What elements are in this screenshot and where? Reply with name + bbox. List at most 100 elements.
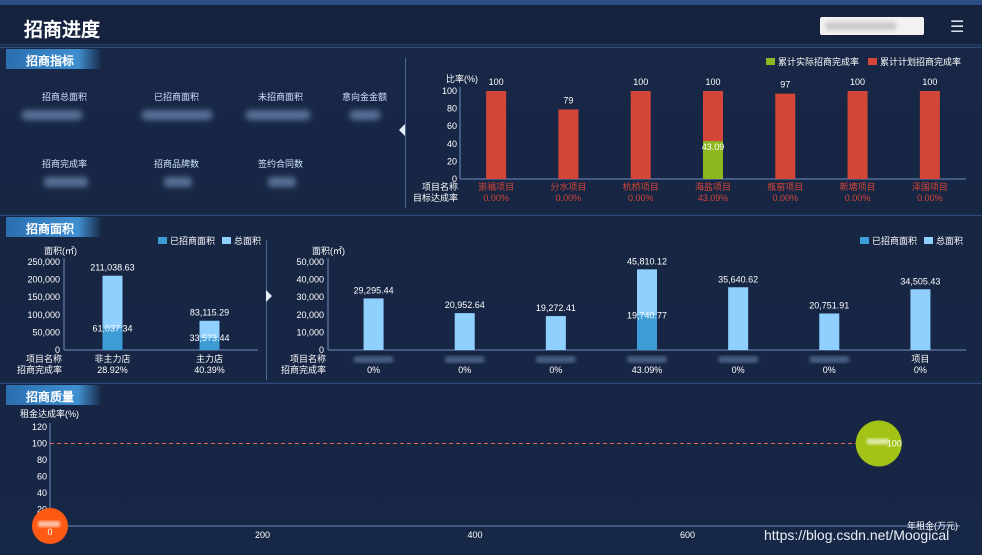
y-tick-label: 100 bbox=[442, 86, 457, 96]
indicator-value-blurred bbox=[350, 110, 380, 120]
rate-label: 43.09% bbox=[698, 193, 729, 203]
hamburger-icon[interactable]: ☰ bbox=[950, 19, 965, 36]
bar-total-label: 29,295.44 bbox=[354, 285, 394, 295]
rate-label: 0% bbox=[823, 365, 836, 375]
row-label-name: 项目名称 bbox=[422, 181, 458, 192]
indicator-contract-count: 签约合同数 bbox=[258, 159, 304, 169]
y-tick-label: 0 bbox=[452, 174, 457, 184]
rate-label: 0.00% bbox=[917, 193, 943, 203]
bar-total bbox=[819, 313, 840, 350]
bar-done bbox=[102, 328, 123, 350]
row-label-rate: 招商完成率 bbox=[17, 364, 62, 375]
legend-label-done: 已招商面积 bbox=[170, 235, 215, 246]
indicator-value-blurred bbox=[22, 110, 82, 120]
completion-chart: 比率(%)020406080100100崇福项目0.00%79分水项目0.00%… bbox=[413, 56, 966, 203]
bar-actual bbox=[703, 141, 723, 179]
x-tick-label-blurred bbox=[718, 356, 759, 363]
bar-done bbox=[637, 315, 657, 350]
rate-label: 0.00% bbox=[628, 193, 654, 203]
point-value-label: 100 bbox=[887, 439, 902, 449]
bar-plan bbox=[847, 91, 868, 179]
bar-plan bbox=[558, 109, 579, 179]
bar-total-label: 35,640.62 bbox=[718, 274, 758, 284]
bar-done-label: 61,037.34 bbox=[92, 324, 132, 334]
x-tick-label: 600 bbox=[680, 530, 695, 540]
legend-label-plan: 累计计划招商完成率 bbox=[880, 56, 961, 67]
section-title-quality: 招商质量 bbox=[6, 385, 102, 405]
legend-label-total: 总面积 bbox=[234, 235, 261, 246]
legend-swatch-total bbox=[222, 237, 231, 244]
rate-label: 0.00% bbox=[483, 193, 509, 203]
x-tick-label: 项目 bbox=[911, 354, 929, 364]
bar-data-label: 79 bbox=[563, 95, 573, 105]
bar-data-label: 100 bbox=[922, 77, 937, 87]
y-tick-label: 150,000 bbox=[27, 292, 60, 302]
x-tick-label: 200 bbox=[255, 530, 270, 540]
indicator-unleased-area: 未招商面积 bbox=[258, 92, 304, 102]
legend-swatch-total bbox=[924, 237, 933, 244]
indicator-completion-rate: 招商完成率 bbox=[42, 159, 88, 169]
y-axis-label: 租金达成率(%) bbox=[20, 408, 79, 419]
indicator-value-blurred bbox=[268, 177, 296, 187]
x-tick-label: 海盐项目 bbox=[695, 181, 731, 192]
rate-label: 28.92% bbox=[97, 365, 128, 375]
x-tick-label: 崇福项目 bbox=[478, 181, 514, 192]
row-label-rate: 目标达成率 bbox=[413, 192, 458, 203]
bar-data-label: 100 bbox=[489, 77, 504, 87]
bar-total-label: 34,505.43 bbox=[900, 276, 940, 286]
legend-swatch-actual bbox=[766, 58, 775, 65]
bar-total-label: 20,952.64 bbox=[445, 300, 485, 310]
bar-data-label: 100 bbox=[850, 77, 865, 87]
y-tick-label: 30,000 bbox=[296, 292, 324, 302]
bar-total bbox=[910, 289, 931, 350]
rate-label: 0.00% bbox=[773, 193, 799, 203]
bar-total bbox=[545, 316, 566, 350]
collapse-arrow-icon[interactable] bbox=[399, 124, 405, 136]
x-tick-label: 瓶窑项目 bbox=[767, 181, 803, 192]
expand-arrow-icon[interactable] bbox=[266, 290, 272, 302]
y-axis-label: 面积(㎡) bbox=[44, 245, 77, 256]
indicators-divider bbox=[405, 58, 406, 208]
y-tick-label: 0 bbox=[319, 345, 324, 355]
point-name-blurred bbox=[38, 521, 60, 527]
project-select[interactable] bbox=[820, 17, 924, 35]
section-title-area: 招商面积 bbox=[6, 217, 102, 237]
y-tick-label: 100 bbox=[32, 439, 47, 449]
bar-plan bbox=[775, 93, 796, 179]
x-tick-label: 新塘项目 bbox=[840, 181, 876, 192]
rate-label: 0% bbox=[549, 365, 562, 375]
y-tick-label: 80 bbox=[37, 455, 47, 465]
point-name-blurred bbox=[866, 438, 889, 445]
y-tick-label: 20 bbox=[37, 505, 47, 515]
bar-total-label: 19,272.41 bbox=[536, 303, 576, 313]
x-tick-label-blurred bbox=[444, 356, 485, 363]
y-tick-label: 60 bbox=[447, 121, 457, 131]
rate-label: 0% bbox=[367, 365, 380, 375]
bar-done-label: 33,573.44 bbox=[189, 333, 229, 343]
x-tick-label: 分水项目 bbox=[550, 181, 586, 192]
legend-swatch-done bbox=[158, 237, 167, 244]
bar-total bbox=[728, 287, 749, 350]
row-label-name: 项目名称 bbox=[26, 353, 62, 364]
bar-total bbox=[363, 298, 384, 350]
bar-data-label: 97 bbox=[780, 80, 790, 90]
y-tick-label: 40 bbox=[37, 488, 47, 498]
rate-label: 0% bbox=[732, 365, 745, 375]
y-tick-label: 0 bbox=[55, 345, 60, 355]
bar-actual-label: 43.09 bbox=[702, 142, 725, 152]
bar-data-label: 100 bbox=[633, 77, 648, 87]
legend-label-actual: 累计实际招商完成率 bbox=[778, 56, 859, 67]
y-tick-label: 50,000 bbox=[32, 327, 60, 337]
bar-total-label: 20,751.91 bbox=[809, 300, 849, 310]
x-axis-label: 年租金(万元) bbox=[907, 520, 958, 531]
y-axis-label: 比率(%) bbox=[446, 73, 478, 84]
x-tick-label: 400 bbox=[467, 530, 482, 540]
indicator-leased-area: 已招商面积 bbox=[154, 92, 200, 102]
legend-swatch-plan bbox=[868, 58, 877, 65]
x-tick-label-blurred bbox=[353, 356, 394, 363]
indicator-deposit-amount: 意向金金额 bbox=[342, 92, 388, 102]
indicator-value-blurred bbox=[246, 110, 310, 120]
row-label-rate: 招商完成率 bbox=[281, 364, 326, 375]
y-tick-label: 20,000 bbox=[296, 310, 324, 320]
top-accent-bar bbox=[0, 0, 982, 5]
